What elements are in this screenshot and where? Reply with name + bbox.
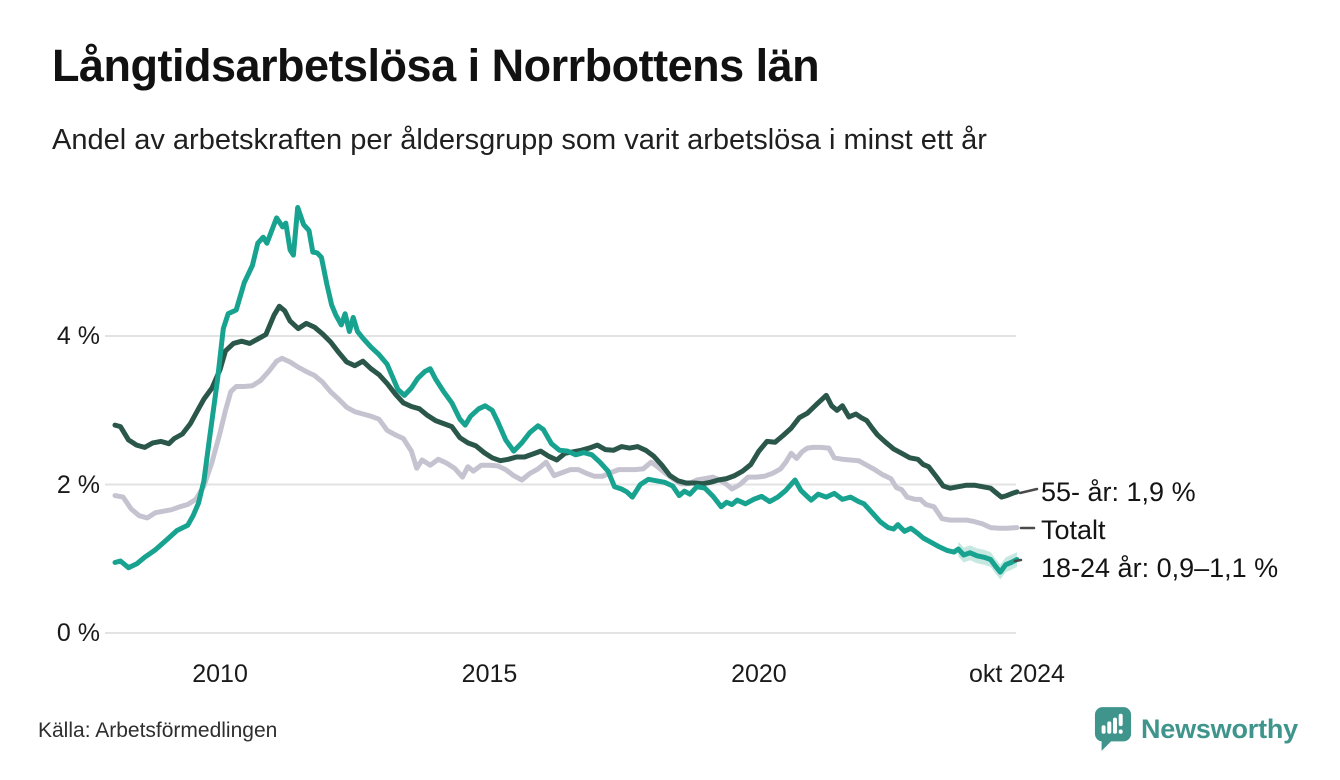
source-note: Källa: Arbetsförmedlingen	[38, 719, 278, 742]
series-end-label-totalt: Totalt	[1041, 515, 1106, 545]
series-line-1824	[112, 205, 1020, 575]
chart-subtitle: Andel av arbetskraften per åldersgrupp s…	[52, 124, 987, 156]
series-line-55plus	[112, 303, 1020, 500]
series-line-totalt	[112, 355, 1020, 531]
x-tick-label: 2015	[461, 660, 518, 688]
confidence-band	[958, 541, 1017, 580]
x-tick-label: 2010	[192, 660, 248, 688]
series-end-label-55plus: 55- år: 1,9 %	[1041, 477, 1196, 507]
chart-title: Långtidsarbetslösa i Norrbottens län	[52, 40, 820, 91]
newsworthy-speech-bubble-chart-icon	[1094, 707, 1132, 751]
label-connector	[1018, 487, 1039, 495]
y-tick-label: 4 %	[56, 322, 100, 350]
newsworthy-wordmark: Newsworthy	[1140, 713, 1298, 744]
x-tick-label: okt 2024	[969, 660, 1065, 688]
series-end-label-18-24: 18-24 år: 0,9–1,1 %	[1041, 553, 1279, 583]
label-connector	[1013, 558, 1023, 563]
x-tick-label: 2020	[731, 660, 787, 688]
newsworthy-logo: Newsworthy	[1094, 706, 1298, 752]
y-tick-label: 0 %	[56, 619, 100, 647]
y-tick-label: 2 %	[56, 470, 100, 499]
